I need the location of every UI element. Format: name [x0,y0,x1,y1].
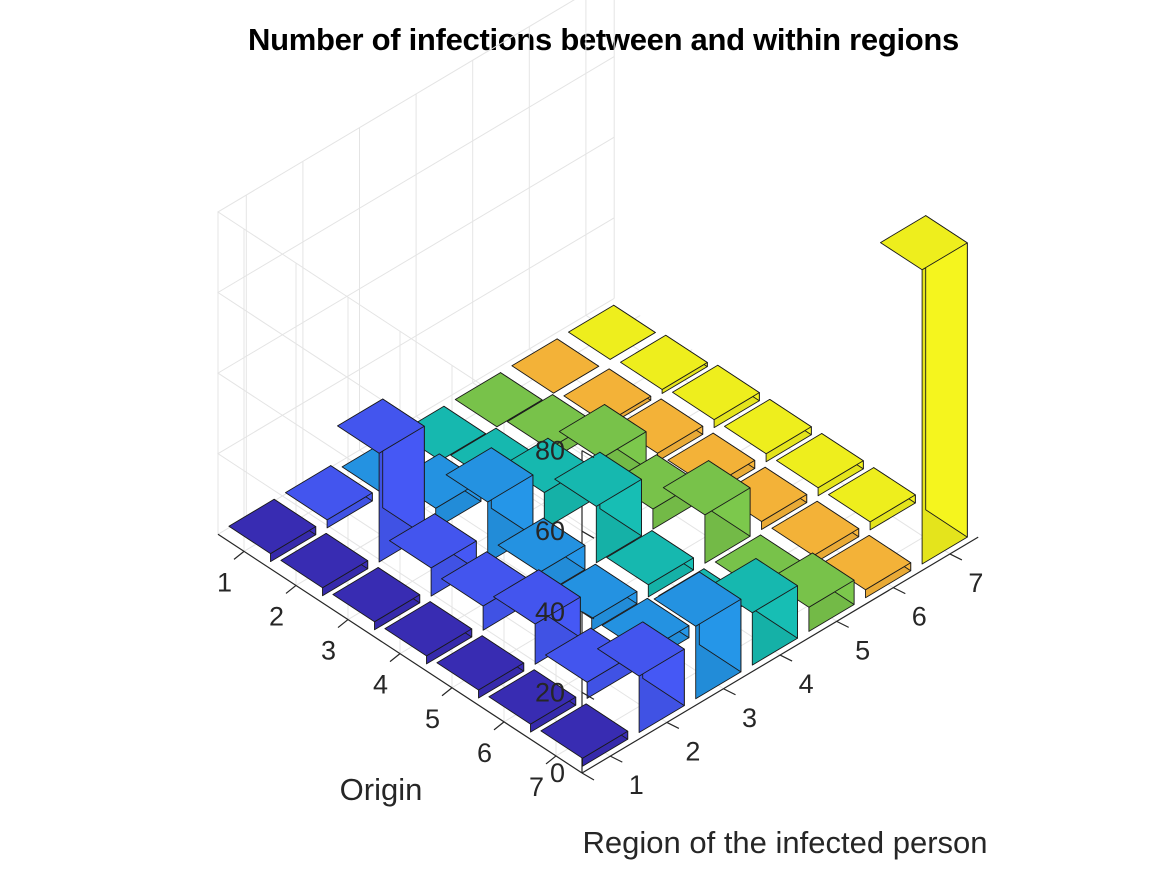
y-tick-label-0: 1 [217,567,232,597]
bar-5-7 [776,433,864,497]
z-tick-mark [581,450,595,459]
bar-1-5 [454,372,543,428]
y-tick-label-1: 2 [269,601,284,631]
bar-face [285,465,373,521]
y-tick-label-4: 5 [425,704,440,734]
bar-3-1 [332,567,421,631]
y-tick-mark [493,721,505,731]
z-tick-mark [581,691,595,700]
tick-labels: 0 20 40 60 80 1 2 3 4 5 6 7 1 2 3 4 5 6 7 [217,436,983,802]
x-tick-mark [893,587,906,595]
y-axis-label: Origin [340,772,423,807]
bar-face [445,447,534,503]
bar-2-7 [620,334,708,394]
bar-face [497,517,586,573]
y-tick-mark [233,550,245,560]
bar-face [384,601,473,657]
x-tick-mark [610,755,623,763]
bar-7-2 [597,621,685,733]
bar-5-4 [606,530,694,598]
bar-face [653,571,742,627]
bar-face [828,467,916,523]
x-tick-mark [949,553,963,561]
bar-face [672,364,760,421]
bar-face [597,621,685,677]
x-tick-label-2: 3 [742,703,757,733]
z-tick-mark [581,772,595,781]
y-tick-mark [389,653,401,663]
bar-4-1 [384,601,473,665]
z-tick-label-2: 40 [535,597,565,627]
bar-face [493,569,581,625]
bar-face [389,513,477,569]
bar-2-1 [280,532,369,597]
z-tick-mark [581,530,595,539]
bar-4-7 [724,398,812,463]
bar-face [776,433,864,489]
bar-face [724,398,812,455]
y-tick-label-6: 7 [529,772,544,802]
bar-3-7 [672,364,760,429]
bar-face [337,398,425,454]
x-tick-label-4: 5 [855,635,870,665]
y-tick-label-2: 3 [321,636,336,666]
bar-7-7 [880,215,968,565]
x-tick-mark [723,688,736,696]
z-tick-mark [581,611,595,620]
bar-face [620,334,708,390]
bar-face [880,215,968,271]
bar-face [540,703,629,759]
bars [228,215,968,767]
bar-7-1 [540,703,629,767]
x-tick-mark [779,654,793,662]
chart-title: Number of infections between and within … [247,22,959,57]
bar-face [563,368,652,424]
bar-face [280,532,369,589]
bar-face [332,567,421,623]
x-tick-mark [836,620,849,628]
bar-3-2 [389,513,477,597]
z-tick-label-3: 60 [535,516,565,546]
x-tick-label-6: 7 [968,568,983,598]
y-tick-mark [285,584,297,594]
bar-6-6 [771,500,860,565]
bar-face [228,498,317,555]
y-tick-label-3: 4 [373,670,388,700]
bar-1-6 [511,338,600,394]
bar-1-1 [228,498,317,563]
x-tick-mark [666,721,680,729]
bar-face [662,460,751,516]
bar-face [488,669,577,725]
y-tick-mark [545,755,557,765]
bar-6-1 [488,669,577,733]
z-tick-label-1: 20 [535,677,565,707]
bar-face [554,451,642,507]
bar-face [436,635,525,691]
z-tick-label-4: 80 [535,436,565,466]
bar-face [454,372,543,428]
bar-face [558,404,647,460]
y-tick-mark [441,687,453,697]
bar-5-5 [662,460,751,564]
x-tick-label-1: 2 [685,736,700,766]
bar-5-1 [436,635,525,699]
bar-4-4 [554,451,642,564]
x-axis-label: Region of the infected person [583,825,988,860]
x-tick-label-0: 1 [629,770,644,800]
z-tick-label-0: 0 [550,758,565,788]
bar-6-7 [828,467,916,531]
bar-face [511,338,600,394]
y-tick-mark [337,619,349,629]
x-tick-label-5: 6 [912,602,927,632]
bar-7-3 [653,571,742,700]
x-tick-label-3: 4 [799,669,814,699]
y-tick-label-5: 6 [477,738,492,768]
bar-1-7 [568,304,656,360]
bar-face [568,304,656,360]
bar-face [606,530,694,586]
bar-face [771,500,860,557]
bar-1-2 [285,465,373,529]
